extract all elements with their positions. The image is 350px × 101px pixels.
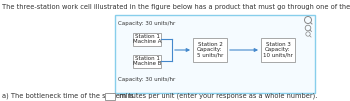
- Text: 5 units/hr: 5 units/hr: [197, 53, 223, 57]
- Text: Capacity:: Capacity:: [197, 47, 223, 53]
- FancyBboxPatch shape: [133, 33, 161, 45]
- Text: Machine A: Machine A: [133, 39, 161, 44]
- Text: Station 1: Station 1: [134, 34, 160, 39]
- FancyBboxPatch shape: [133, 55, 161, 67]
- Text: Station 3: Station 3: [266, 43, 290, 47]
- Text: Machine B: Machine B: [133, 61, 161, 66]
- Text: Station 1: Station 1: [134, 56, 160, 61]
- Text: Station 2: Station 2: [197, 43, 223, 47]
- Text: Capacity:: Capacity:: [265, 47, 291, 53]
- Text: The three-station work cell illustrated in the figure below has a product that m: The three-station work cell illustrated …: [2, 3, 350, 9]
- FancyBboxPatch shape: [115, 15, 315, 93]
- FancyBboxPatch shape: [193, 38, 227, 62]
- Text: 10 units/hr: 10 units/hr: [263, 53, 293, 57]
- FancyBboxPatch shape: [105, 93, 115, 99]
- Text: a) The bottleneck time of the system is: a) The bottleneck time of the system is: [2, 93, 136, 99]
- Text: Capacity: 30 units/hr: Capacity: 30 units/hr: [118, 22, 176, 26]
- FancyBboxPatch shape: [261, 38, 295, 62]
- Text: Capacity: 30 units/hr: Capacity: 30 units/hr: [118, 76, 176, 82]
- Text: minutes per unit (enter your response as a whole number).: minutes per unit (enter your response as…: [117, 93, 317, 99]
